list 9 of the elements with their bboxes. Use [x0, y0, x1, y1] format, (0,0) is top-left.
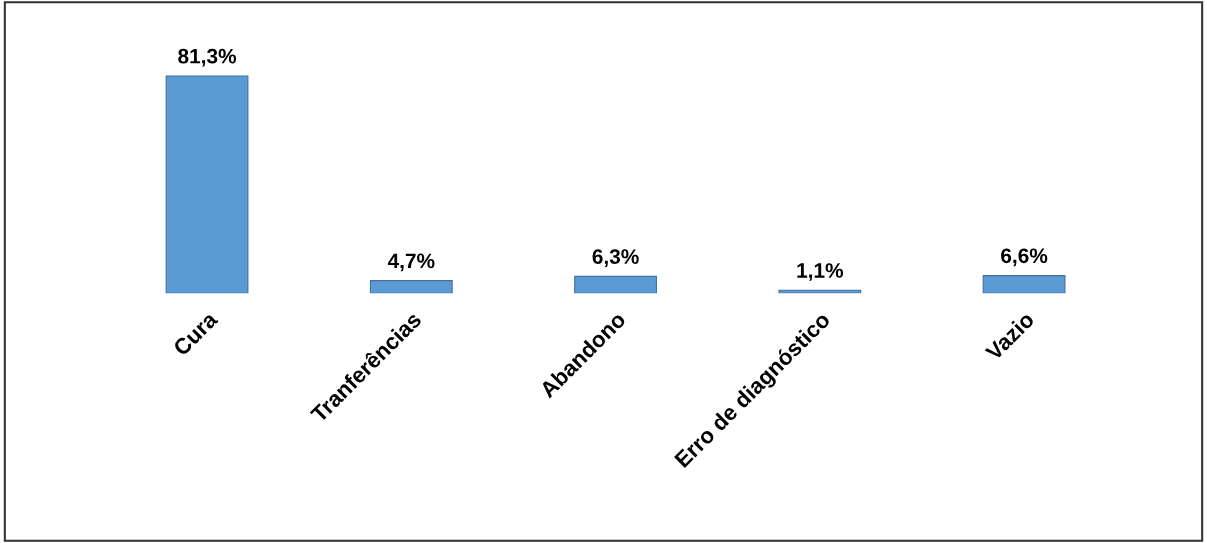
- bar: [574, 275, 657, 294]
- data-label: 81,3%: [178, 48, 237, 67]
- bar: [982, 275, 1066, 294]
- data-label: 6,6%: [1001, 248, 1048, 267]
- data-label: 6,3%: [592, 249, 639, 267]
- bar: [369, 280, 453, 294]
- bar: [165, 75, 249, 294]
- data-label: 4,7%: [387, 253, 435, 272]
- data-label: 1,1%: [797, 263, 844, 281]
